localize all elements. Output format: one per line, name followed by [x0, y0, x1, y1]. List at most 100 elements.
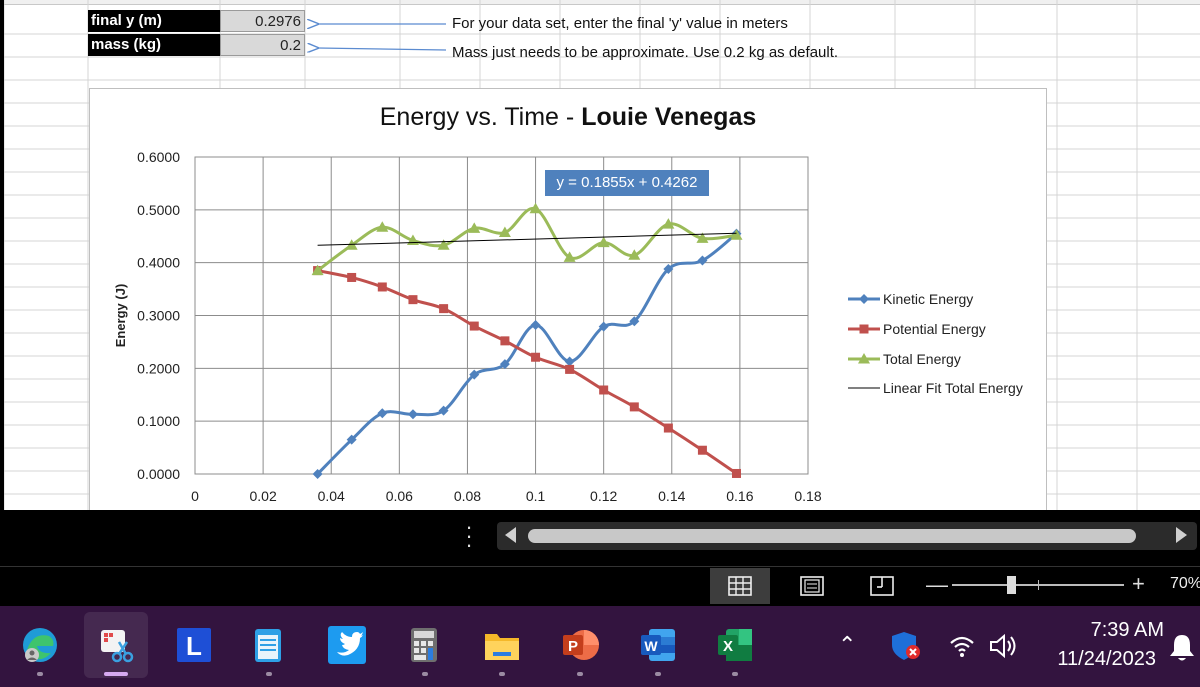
normal-view-icon: [728, 576, 752, 596]
taskbar-calculator[interactable]: [392, 612, 456, 678]
edge-icon: [23, 628, 57, 662]
potential-energy-point: [439, 304, 449, 314]
taskbar-edge[interactable]: [8, 612, 72, 678]
chart-title: Energy vs. Time - Louie Venegas: [379, 103, 757, 131]
scroll-left-arrow-icon[interactable]: [505, 527, 516, 543]
total-energy-point: [376, 221, 389, 232]
trendline-total-energy: [317, 232, 737, 246]
snipping-tool-running-indicator: [104, 672, 128, 676]
kinetic-energy-point: [346, 434, 357, 445]
y-tick-label: 0.5000: [137, 202, 180, 218]
y-tick-label: 0.4000: [137, 255, 180, 271]
sheet-tab-options-icon[interactable]: · · ·: [465, 514, 473, 557]
total-energy-point: [529, 202, 542, 214]
legend-kinetic-energy-marker: [859, 294, 869, 304]
chart-plot-area: 0 0.02 0.04 0.06 0.08 0.1 0.12 0.14 0.16 0.18 0.00…: [113, 149, 1023, 504]
taskbar-powerpoint[interactable]: P: [548, 612, 612, 678]
fit-equation-label[interactable]: y = 0.1855x + 0.4262: [545, 170, 709, 196]
kinetic-energy-point: [407, 409, 418, 420]
potential-energy-point: [531, 352, 541, 362]
horizontal-scroll-thumb[interactable]: [528, 529, 1136, 543]
page-break-icon: [870, 576, 894, 596]
total-energy-point: [730, 229, 743, 240]
total-energy-point: [468, 222, 481, 233]
explorer-running-indicator: [499, 672, 505, 676]
taskbar-file-explorer[interactable]: [470, 612, 534, 678]
taskbar-notepad[interactable]: [236, 612, 300, 678]
x-tick-label: 0.04: [318, 488, 345, 504]
x-tick-label: 0.18: [794, 488, 821, 504]
mass-cell[interactable]: 0.2: [220, 34, 305, 56]
twitter-icon: [328, 626, 366, 664]
potential-energy-point: [697, 445, 707, 455]
final-y-cell[interactable]: 0.2976: [220, 10, 305, 32]
kinetic-energy-point: [377, 408, 388, 419]
spreadsheet-grid[interactable]: final y (m) 0.2976 mass (kg) 0.2 For you…: [0, 0, 1200, 510]
scroll-right-arrow-icon[interactable]: [1176, 527, 1187, 543]
page-break-view-button[interactable]: [852, 568, 912, 604]
kinetic-energy-point: [469, 369, 480, 380]
potential-energy-point: [731, 468, 741, 478]
clock-date[interactable]: 11/24/2023: [1057, 648, 1156, 670]
mass-label: mass (kg): [88, 34, 220, 56]
x-tick-label: 0.1: [526, 488, 546, 504]
legend-trendline-label: Linear Fit Total Energy: [883, 380, 1023, 396]
page-layout-view-button[interactable]: [782, 568, 842, 604]
svg-text:W: W: [644, 638, 658, 654]
zoom-in-button[interactable]: +: [1132, 571, 1145, 596]
total-energy-point: [696, 232, 709, 243]
notification-bell-icon[interactable]: [1168, 632, 1196, 667]
legend-potential-energy-label: Potential Energy: [883, 321, 986, 337]
word-icon: W: [641, 629, 675, 661]
potential-energy-point: [629, 402, 639, 412]
kinetic-energy-point: [312, 469, 323, 479]
taskbar-snipping-tool[interactable]: [84, 612, 148, 678]
x-tick-label: 0.06: [386, 488, 413, 504]
y-axis-label: Energy (J): [113, 284, 128, 348]
powerpoint-icon: P: [563, 630, 599, 660]
y-tick-label: 0.3000: [137, 308, 180, 324]
final-y-label: final y (m): [88, 10, 220, 32]
zoom-100-tick: [1038, 580, 1039, 590]
folder-icon: [485, 634, 519, 660]
taskbar-twitter[interactable]: [315, 612, 379, 678]
total-energy-point: [311, 264, 324, 276]
taskbar-l-app[interactable]: L: [162, 612, 226, 678]
taskbar-excel[interactable]: X: [703, 612, 767, 678]
x-tick-label: 0.12: [590, 488, 617, 504]
mass-note: Mass just needs to be approximate. Use 0…: [452, 44, 839, 61]
zoom-slider-thumb[interactable]: [1007, 576, 1016, 594]
x-tick-label: 0.16: [726, 488, 753, 504]
volume-icon[interactable]: [988, 632, 1020, 665]
y-tick-label: 0.1000: [137, 413, 180, 429]
show-hidden-icons-chevron-icon[interactable]: ⌃: [838, 632, 857, 657]
y-tick-label: 0.6000: [137, 149, 180, 165]
potential-energy-point: [500, 336, 510, 346]
legend-potential-energy-marker: [859, 324, 869, 334]
zoom-out-button[interactable]: —: [926, 572, 948, 597]
excel-icon: X: [718, 629, 752, 661]
wifi-icon[interactable]: [948, 633, 976, 664]
page-layout-icon: [800, 576, 824, 596]
potential-energy-point: [408, 295, 418, 305]
kinetic-energy-point: [499, 359, 510, 370]
calculator-icon: [411, 628, 437, 662]
note-arrows: [0, 0, 447, 80]
kinetic-energy-point: [438, 405, 449, 416]
total-energy-point: [563, 251, 576, 262]
mass-arrow: [318, 48, 447, 50]
taskbar-word[interactable]: W: [626, 612, 690, 678]
x-tick-label: 0.08: [454, 488, 481, 504]
kinetic-energy-point: [530, 320, 541, 331]
clock-time[interactable]: 7:39 AM: [1090, 619, 1164, 641]
normal-view-button[interactable]: [710, 568, 770, 604]
potential-energy-point: [347, 272, 357, 282]
zoom-level[interactable]: 70%: [1170, 575, 1200, 592]
windows-security-icon[interactable]: [890, 630, 922, 667]
potential-energy-point: [469, 321, 479, 331]
total-energy-point: [498, 226, 511, 238]
svg-text:X: X: [723, 638, 733, 655]
word-running-indicator: [655, 672, 661, 676]
y-tick-label: 0.0000: [137, 466, 180, 482]
kinetic-energy-point: [663, 264, 674, 275]
